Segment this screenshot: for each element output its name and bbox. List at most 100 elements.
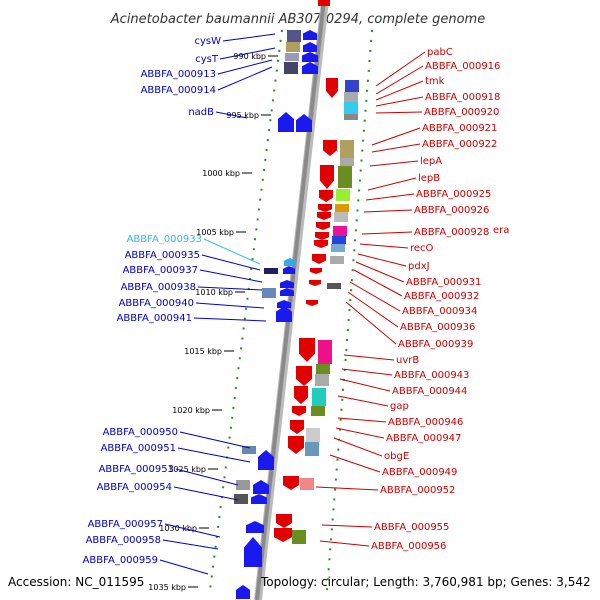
gene-label: ABBFA_000937	[123, 265, 198, 276]
left-label-leader	[219, 47, 276, 60]
gene-label: ABBFA_000925	[416, 189, 491, 200]
gene-arrow-reverse	[323, 140, 337, 156]
gene-label: ABBFA_000921	[422, 123, 497, 134]
left-label-leader	[193, 317, 267, 322]
gene-block	[262, 288, 276, 298]
gene-arrow-reverse	[299, 338, 315, 362]
left-label-leader	[159, 559, 209, 575]
gene-block	[318, 340, 332, 364]
gene-arrow-forward	[280, 280, 294, 288]
right-dotted-track	[326, 29, 373, 591]
gene-arrow-reverse	[318, 204, 332, 212]
gene-arrow-reverse	[316, 222, 330, 230]
kbp-marker-label: 1035 kbp	[148, 583, 186, 592]
left-label-leader	[164, 523, 221, 538]
left-label-leader	[195, 302, 265, 309]
gene-arrow-reverse	[292, 406, 306, 416]
gene-block	[344, 102, 358, 114]
right-label-leader	[363, 209, 413, 213]
gene-block	[285, 53, 299, 61]
right-label-leader	[371, 143, 421, 153]
right-label-leader	[375, 65, 424, 95]
gene-arrow-forward	[283, 266, 295, 274]
gene-arrow-reverse	[309, 280, 321, 286]
gene-arrow-forward	[296, 114, 312, 132]
gene-block	[327, 283, 341, 289]
right-label-leader	[345, 301, 397, 345]
gene-arrow-forward	[302, 52, 318, 62]
right-label-leader	[337, 417, 387, 423]
gene-label: ABBFA_000920	[424, 107, 499, 118]
gene-label: obgE	[384, 451, 409, 462]
gene-label: ABBFA_000957	[88, 519, 163, 530]
genome-backbone	[255, 0, 326, 600]
gene-label: ABBFA_000931	[406, 277, 481, 288]
gene-label: uvrB	[396, 355, 419, 366]
left-label-leader	[215, 111, 248, 119]
kbp-marker-label: 1015 kbp	[184, 347, 222, 356]
right-label-leader	[361, 231, 413, 235]
kbp-marker-label: 990 kbp	[233, 52, 266, 61]
right-label-leader	[375, 80, 424, 101]
right-label-leader	[365, 193, 415, 201]
gene-block	[305, 442, 319, 456]
gene-arrow-reverse	[294, 386, 308, 404]
gene-arrow-reverse	[319, 190, 333, 202]
gene-arrow-forward	[280, 288, 294, 296]
gene-label: ABBFA_000947	[386, 433, 461, 444]
gene-label: ABBFA_000953	[99, 464, 174, 475]
gene-block	[242, 446, 256, 454]
left-label-leader	[175, 468, 239, 486]
gene-label: pabC	[427, 47, 453, 58]
gene-block	[284, 62, 298, 74]
gene-block	[316, 364, 330, 374]
gene-label: ABBFA_000950	[103, 427, 178, 438]
left-label-leader	[217, 66, 273, 91]
left-label-leader	[177, 447, 251, 463]
gene-block	[300, 478, 314, 490]
kbp-marker-label: 1000 kbp	[202, 169, 240, 178]
right-label-leader	[341, 368, 393, 376]
gene-block	[333, 226, 347, 236]
map-title: Acinetobacter baumannii AB307-0294, comp…	[110, 12, 485, 27]
gene-arrow-forward	[246, 521, 264, 533]
top-gene-fragment	[318, 0, 330, 6]
right-label-leader	[337, 395, 389, 407]
gene-block	[286, 42, 300, 52]
left-label-leader	[199, 269, 263, 283]
gene-arrow-forward	[278, 112, 294, 132]
gene-arrow-forward	[253, 480, 269, 494]
right-label-leader	[321, 524, 373, 528]
gene-label: nadB	[188, 107, 214, 118]
gene-block	[334, 212, 348, 222]
gene-block	[331, 244, 345, 252]
right-label-leader	[315, 486, 379, 491]
gene-label: ABBFA_000935	[125, 250, 200, 261]
gene-arrow-forward	[276, 306, 292, 322]
kbp-marker-label: 1025 kbp	[168, 465, 206, 474]
gene-arrow-reverse	[320, 165, 334, 189]
gene-label: ABBFA_000954	[97, 482, 172, 493]
gene-block	[312, 388, 326, 406]
right-label-leader	[371, 127, 421, 146]
gene-arrow-reverse	[317, 212, 331, 220]
gene-label: ABBFA_000941	[117, 313, 192, 324]
left-gene-labels: cysW cysT ABBFA_000913 ABBFA_000914 nadB ABBF…	[83, 33, 276, 575]
right-label-leader	[353, 269, 403, 297]
gene-label: ABBFA_000944	[392, 386, 467, 397]
right-label-leader	[359, 243, 409, 249]
gene-arrow-reverse	[296, 366, 312, 386]
gene-arrow-reverse	[274, 528, 292, 542]
gene-arrow-reverse	[283, 476, 299, 490]
gene-block	[287, 30, 301, 42]
gene-label: era	[493, 225, 509, 236]
gene-block	[340, 158, 354, 166]
gene-label: lepA	[420, 156, 442, 167]
right-label-leader	[357, 253, 407, 267]
kbp-marker-label: 1030 kbp	[159, 524, 197, 533]
gene-label: ABBFA_000949	[382, 467, 457, 478]
gene-block	[234, 494, 248, 504]
left-label-leader	[162, 539, 219, 550]
